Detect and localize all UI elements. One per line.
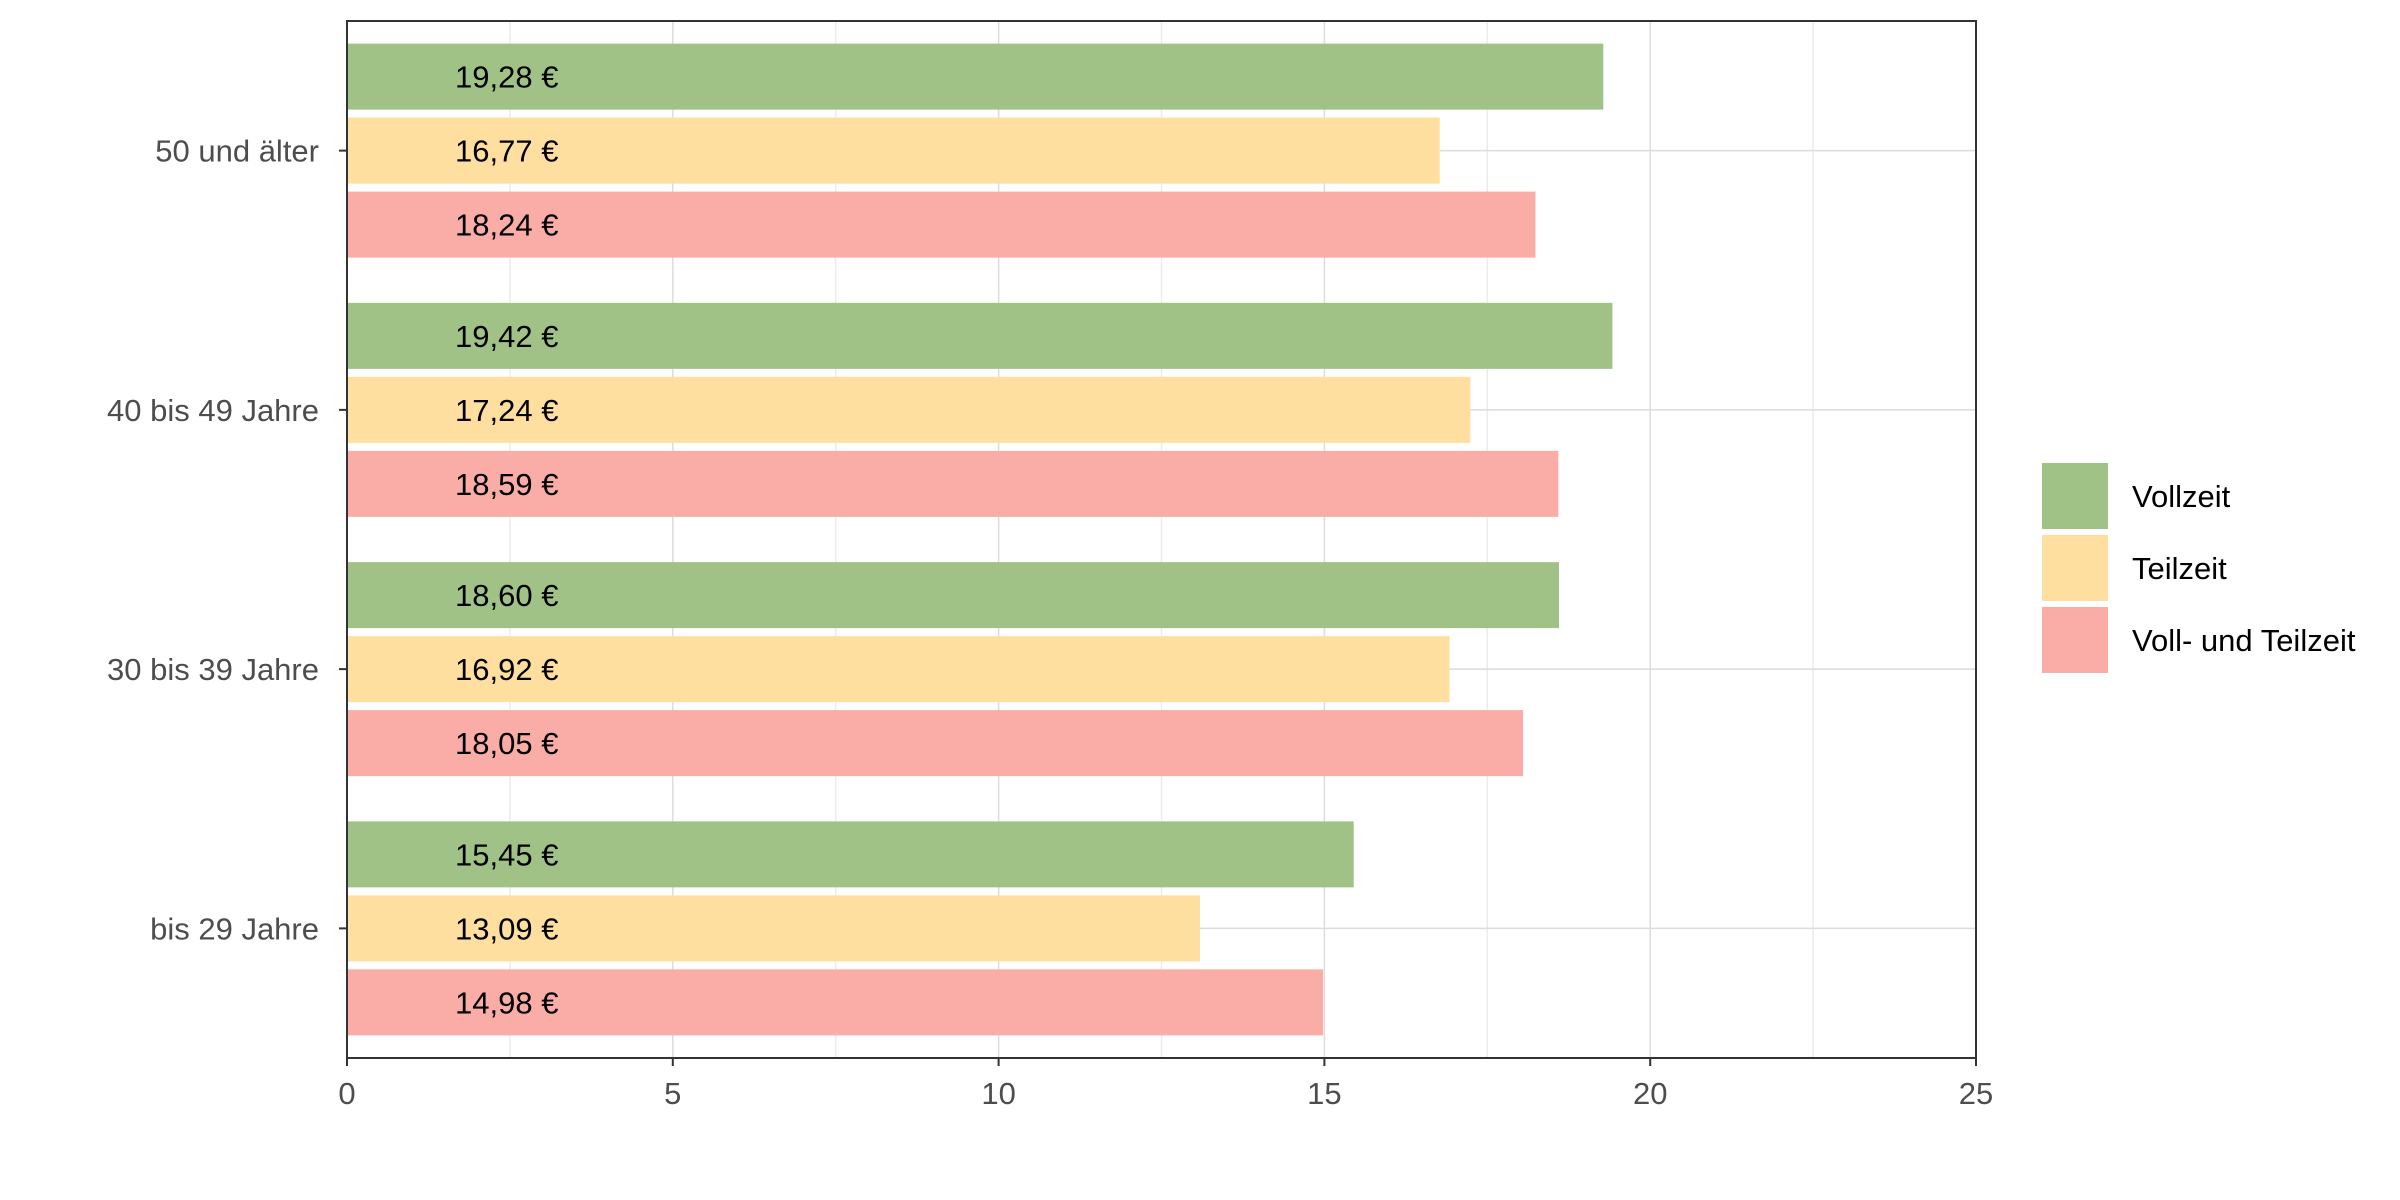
bar (347, 895, 1200, 962)
legend-label: Voll- und Teilzeit (2132, 623, 2356, 658)
bar-value-label: 18,59 € (455, 467, 558, 502)
x-tick-label: 0 (338, 1076, 355, 1111)
bar-value-label: 18,24 € (455, 208, 558, 243)
bar (347, 43, 1604, 110)
bar (347, 450, 1559, 517)
bar (347, 710, 1524, 777)
bar-value-label: 16,92 € (455, 652, 558, 687)
bar (347, 821, 1354, 888)
x-axis: 0 5 10 15 20 25 (338, 1058, 1993, 1111)
bars (347, 43, 1613, 1036)
bar (347, 636, 1450, 703)
y-tick-label: bis 29 Jahre (150, 911, 319, 946)
y-axis: 50 und älter 40 bis 49 Jahre 30 bis 39 Jah… (107, 134, 347, 946)
bar-value-label: 18,60 € (455, 578, 558, 613)
bar-value-label: 14,98 € (455, 985, 558, 1020)
x-tick-label: 5 (664, 1076, 681, 1111)
bar-value-label: 17,24 € (455, 393, 558, 428)
legend-key (2042, 535, 2108, 601)
bar-value-label: 19,28 € (455, 60, 558, 95)
bar-value-label: 19,42 € (455, 319, 558, 354)
bar (347, 376, 1471, 443)
x-tick-label: 20 (1633, 1076, 1667, 1111)
x-tick-label: 15 (1307, 1076, 1341, 1111)
bar (347, 969, 1324, 1036)
bar (347, 117, 1440, 184)
bar-value-labels: 19,28 € 16,77 € 18,24 € 19,42 € 17,24 € 18,59… (455, 60, 558, 1021)
legend-key (2042, 463, 2108, 529)
y-tick-label: 50 und älter (155, 134, 319, 169)
x-tick-label: 10 (981, 1076, 1015, 1111)
x-tick-label: 25 (1959, 1076, 1993, 1111)
bar-value-label: 13,09 € (455, 911, 558, 946)
legend-label: Teilzeit (2132, 551, 2227, 586)
bar-value-label: 15,45 € (455, 837, 558, 872)
plot-border (346, 20, 1977, 1059)
legend-label: Vollzeit (2132, 479, 2231, 514)
legend: Vollzeit Teilzeit Voll- und Teilzeit (2042, 463, 2356, 673)
legend-key (2042, 607, 2108, 673)
bar-value-label: 18,05 € (455, 726, 558, 761)
bar-value-label: 16,77 € (455, 134, 558, 169)
bar (347, 191, 1536, 258)
bar (347, 302, 1613, 369)
y-tick-label: 30 bis 39 Jahre (107, 652, 319, 687)
bar (347, 562, 1559, 629)
y-tick-label: 40 bis 49 Jahre (107, 393, 319, 428)
